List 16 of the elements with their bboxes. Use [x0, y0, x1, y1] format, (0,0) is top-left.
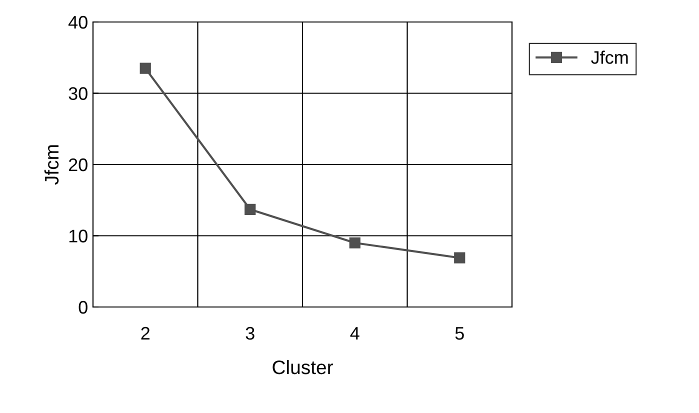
point	[454, 252, 466, 264]
x-axis-title: Cluster	[272, 360, 333, 374]
x-tick-label: 2	[141, 326, 150, 340]
point	[349, 237, 360, 248]
x-tick-label: 5	[455, 327, 464, 340]
x-tick-label: 3	[246, 326, 254, 340]
legend-label: Jfcm	[591, 50, 628, 64]
point	[140, 62, 151, 74]
y-tick-label: 30	[68, 87, 88, 100]
y-tick-label: 40	[68, 16, 88, 29]
y-tick-label: 20	[68, 158, 88, 172]
x-tick-label: 4	[350, 327, 360, 340]
y-axis-title: Jfcm	[44, 145, 59, 185]
y-tick-label: 10	[69, 230, 88, 242]
y-tick-label: 0	[78, 300, 88, 314]
point	[244, 204, 256, 215]
